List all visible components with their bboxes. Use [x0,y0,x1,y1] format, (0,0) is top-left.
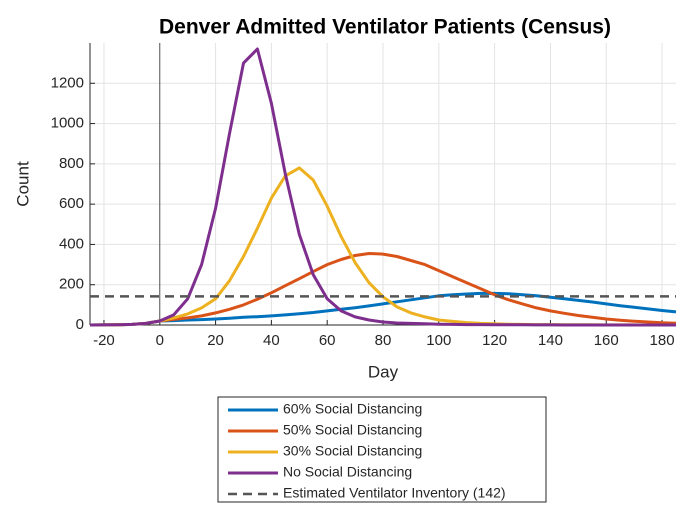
legend-box [217,396,547,503]
y-tick-label: 1000 [51,115,84,132]
y-tick-label: 1200 [51,74,84,91]
legend-label: 50% Social Distancing [283,422,422,438]
legend-label: 30% Social Distancing [283,443,422,459]
y-tick-label: 0 [76,316,84,333]
x-tick-label: 20 [207,332,224,349]
x-tick-label: 120 [482,332,507,349]
x-axis-label: Day [368,362,399,381]
y-tick-label: 400 [59,235,84,252]
x-tick-label: 160 [594,332,619,349]
x-tick-label: 80 [375,332,392,349]
legend-label: Estimated Ventilator Inventory (142) [283,485,506,501]
chart-title: Denver Admitted Ventilator Patients (Cen… [159,16,611,39]
series-line [89,291,677,327]
series-line [89,252,677,327]
x-tick-label: 140 [538,332,563,349]
legend-label: 60% Social Distancing [283,401,422,417]
x-tick-label: 100 [426,332,451,349]
y-tick-label: 200 [59,276,84,293]
x-tick-label: 0 [156,332,164,349]
legend-label: No Social Distancing [283,464,412,480]
x-tick-label: 60 [319,332,336,349]
y-axis-label: Count [13,161,32,207]
series-line [89,47,676,327]
y-tick-label: 600 [59,195,84,212]
x-tick-label: -20 [93,332,115,349]
y-tick-label: 800 [59,155,84,172]
x-tick-label: 40 [263,332,280,349]
x-tick-label: 180 [650,332,675,349]
